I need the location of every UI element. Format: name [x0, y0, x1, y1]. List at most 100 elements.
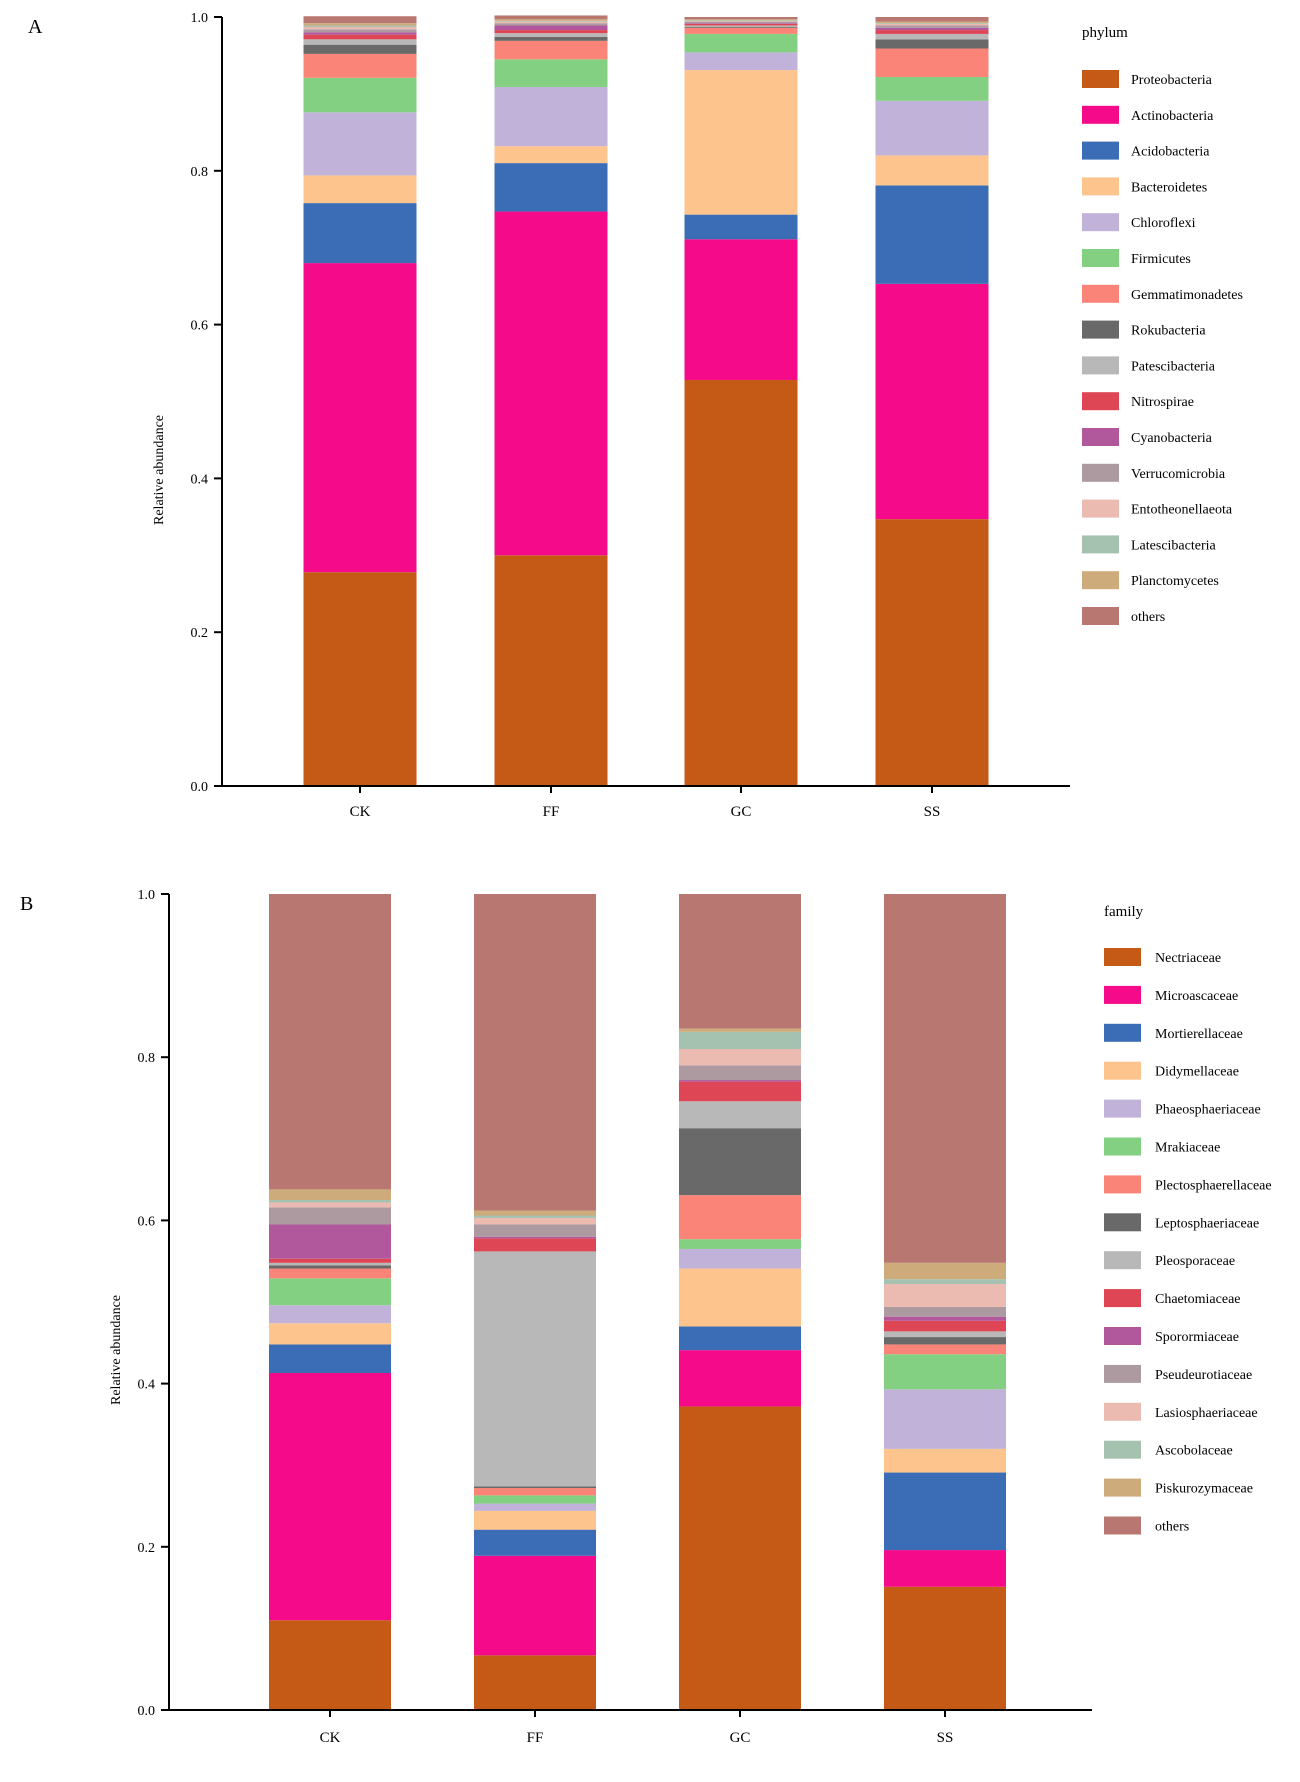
- bar-segment-sporormiaceae: [269, 1224, 391, 1259]
- legend-label: Phaeosphaeriaceae: [1155, 1103, 1261, 1118]
- y-axis-a: 0.0 0.2 0.4 0.6 0.8 1.0: [191, 11, 222, 795]
- x-tick-label: SS: [937, 1730, 954, 1746]
- bar-segment-chloroflexi: [684, 52, 798, 71]
- bar-segment-actinobacteria: [684, 239, 798, 380]
- bar-segment-pleosporaceae: [884, 1331, 1006, 1338]
- y-tick-label: 0.2: [138, 1541, 156, 1556]
- chart-panel-a: A Relative abundance 0.00.20.40.60.81.0 …: [28, 11, 1243, 820]
- x-tick-label: FF: [527, 1730, 544, 1746]
- bar-segment-acidobacteria: [875, 185, 989, 284]
- legend-item: Ascobolaceae: [1104, 1440, 1233, 1459]
- legend-swatch: [1104, 1175, 1141, 1194]
- legend-label: Pleosporaceae: [1155, 1254, 1235, 1269]
- legend-label: Ascobolaceae: [1155, 1444, 1233, 1459]
- bar-segment-nectriaceae: [679, 1406, 801, 1710]
- bar-stack-ss: [884, 894, 1006, 1710]
- legend-label: Actinobacteria: [1131, 109, 1214, 124]
- bar-segment-entotheonellaeota: [494, 21, 608, 24]
- bar-segment-gemmatimonadetes: [684, 27, 798, 34]
- legend-label: Proteobacteria: [1131, 73, 1213, 88]
- bar-segment-phaeosphaeriaceae: [884, 1389, 1006, 1449]
- bar-segment-chaetomiaceae: [679, 1081, 801, 1102]
- legend-swatch: [1104, 1402, 1141, 1421]
- bar-segment-gemmatimonadetes: [494, 40, 608, 60]
- y-tick-label: 0.2: [191, 626, 209, 641]
- stacked-bars-a: [303, 15, 989, 786]
- bar-segment-mortierellaceae: [884, 1472, 1006, 1551]
- bar-segment-patescibacteria: [494, 33, 608, 37]
- legend-swatch: [1082, 177, 1119, 196]
- legend-label: Mrakiaceae: [1155, 1141, 1220, 1156]
- bar-segment-microascaceae: [679, 1350, 801, 1407]
- bar-segment-lasiosphaeriaceae: [474, 1217, 596, 1225]
- legend-swatch: [1082, 607, 1119, 625]
- bar-segment-planctomycetes: [684, 19, 798, 21]
- y-tick-label: 0.8: [191, 165, 209, 180]
- legend-item: Gemmatimonadetes: [1082, 284, 1243, 303]
- bar-segment-piskurozymaceae: [474, 1210, 596, 1216]
- bar-segment-mrakiaceae: [679, 1239, 801, 1249]
- bar-segment-plectosphaerellaceae: [474, 1488, 596, 1496]
- bar-segment-others: [303, 16, 417, 24]
- bar-segment-entotheonellaeota: [303, 26, 417, 30]
- legend-item: Bacteroidetes: [1082, 177, 1207, 196]
- legend-swatch: [1104, 1364, 1141, 1383]
- bar-segment-chloroflexi: [494, 86, 608, 147]
- bar-segment-pseudeurotiaceae: [474, 1224, 596, 1237]
- legend-swatch: [1104, 1327, 1141, 1345]
- bar-segment-proteobacteria: [303, 572, 417, 786]
- bar-segment-piskurozymaceae: [884, 1262, 1006, 1280]
- y-axis-title-b: Relative abundance: [109, 1295, 124, 1405]
- bar-segment-entotheonellaeota: [875, 23, 989, 26]
- legend-swatch: [1104, 1440, 1141, 1459]
- bar-segment-microascaceae: [269, 1372, 391, 1621]
- bar-segment-bacteroidetes: [494, 146, 608, 164]
- legend-label: others: [1131, 610, 1165, 625]
- y-tick-label: 0.6: [191, 319, 209, 334]
- y-tick-label: 1.0: [191, 11, 209, 26]
- legend-item: Actinobacteria: [1082, 105, 1214, 124]
- legend-label: Verrucomicrobia: [1131, 467, 1226, 482]
- bar-segment-phaeosphaeriaceae: [269, 1305, 391, 1324]
- bar-segment-plectosphaerellaceae: [679, 1195, 801, 1240]
- legend-item: Rokubacteria: [1082, 320, 1206, 339]
- legend-label: Latescibacteria: [1131, 538, 1217, 553]
- legend-swatch: [1082, 428, 1119, 446]
- bar-segment-chaetomiaceae: [474, 1238, 596, 1252]
- legend-swatch: [1104, 1251, 1141, 1270]
- bar-segment-cyanobacteria: [875, 27, 989, 31]
- bar-stack-ck: [303, 16, 417, 786]
- legend-item: Piskurozymaceae: [1104, 1478, 1253, 1497]
- legend-item: others: [1104, 1516, 1189, 1535]
- bar-segment-mortierellaceae: [474, 1529, 596, 1556]
- legend-label: Chloroflexi: [1131, 216, 1196, 231]
- bar-segment-others: [474, 894, 596, 1211]
- bar-segment-ascobolaceae: [679, 1031, 801, 1050]
- bar-segment-firmicutes: [684, 33, 798, 53]
- bar-segment-plectosphaerellaceae: [269, 1268, 391, 1279]
- legend-item: Nectriaceae: [1104, 948, 1221, 966]
- bar-segment-planctomycetes: [875, 21, 989, 24]
- bar-segment-pleosporaceae: [679, 1101, 801, 1129]
- bar-segment-verrucomicrobia: [684, 21, 798, 24]
- legend-label: Didymellaceae: [1155, 1065, 1239, 1080]
- legend-swatch: [1104, 985, 1141, 1004]
- bar-segment-cyanobacteria: [494, 25, 608, 31]
- bar-segment-verrucomicrobia: [875, 25, 989, 28]
- x-axis-b: CK FF GC SS: [320, 1710, 954, 1746]
- legend-swatch: [1082, 141, 1119, 160]
- bar-segment-latescibacteria: [303, 25, 417, 27]
- legend-label: Plectosphaerellaceae: [1155, 1178, 1272, 1193]
- bar-segment-sporormiaceae: [884, 1316, 1006, 1321]
- y-tick-label: 0.4: [191, 472, 209, 487]
- bar-segment-acidobacteria: [303, 203, 417, 264]
- legend-label: Pseudeurotiaceae: [1155, 1368, 1252, 1383]
- bar-segment-nitrospirae: [684, 23, 798, 26]
- bar-segment-lasiosphaeriaceae: [884, 1284, 1006, 1307]
- bar-segment-phaeosphaeriaceae: [679, 1248, 801, 1269]
- bar-segment-patescibacteria: [303, 39, 417, 45]
- y-axis-b: 0.0 0.2 0.4 0.6 0.8 1.0: [138, 888, 169, 1719]
- legend-item: Mrakiaceae: [1104, 1137, 1220, 1156]
- bar-stack-ck: [269, 894, 391, 1710]
- bar-segment-pseudeurotiaceae: [679, 1065, 801, 1081]
